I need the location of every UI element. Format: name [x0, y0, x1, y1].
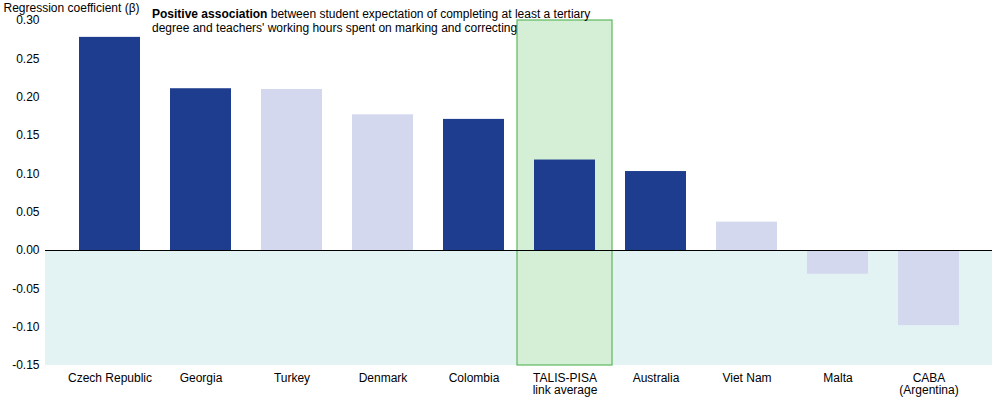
svg-text:Colombia: Colombia	[449, 371, 500, 385]
svg-text:-0.15: -0.15	[12, 358, 40, 372]
svg-text:TALIS-PISAlink average: TALIS-PISAlink average	[533, 371, 598, 397]
svg-text:Australia: Australia	[633, 371, 680, 385]
svg-text:-0.05: -0.05	[12, 282, 40, 296]
svg-text:Regression coefficient (β): Regression coefficient (β)	[4, 1, 140, 15]
svg-text:Denmark: Denmark	[359, 371, 409, 385]
svg-text:Viet Nam: Viet Nam	[722, 371, 771, 385]
svg-text:0.25: 0.25	[16, 52, 40, 66]
svg-text:-0.10: -0.10	[12, 320, 40, 334]
svg-text:Turkey: Turkey	[274, 371, 310, 385]
svg-text:Czech Republic: Czech Republic	[68, 371, 152, 385]
svg-text:0.10: 0.10	[16, 167, 40, 181]
svg-text:Malta: Malta	[823, 371, 853, 385]
html-text:Positive association between s: Positive association between student exp…	[152, 7, 591, 35]
svg-text:0.00: 0.00	[16, 243, 40, 257]
svg-text:Georgia: Georgia	[180, 371, 223, 385]
svg-text:0.15: 0.15	[16, 128, 40, 142]
svg-text:CABA(Argentina): CABA(Argentina)	[899, 371, 958, 397]
svg-text:0.20: 0.20	[16, 90, 40, 104]
svg-text:0.30: 0.30	[16, 13, 40, 27]
svg-text:0.05: 0.05	[16, 205, 40, 219]
